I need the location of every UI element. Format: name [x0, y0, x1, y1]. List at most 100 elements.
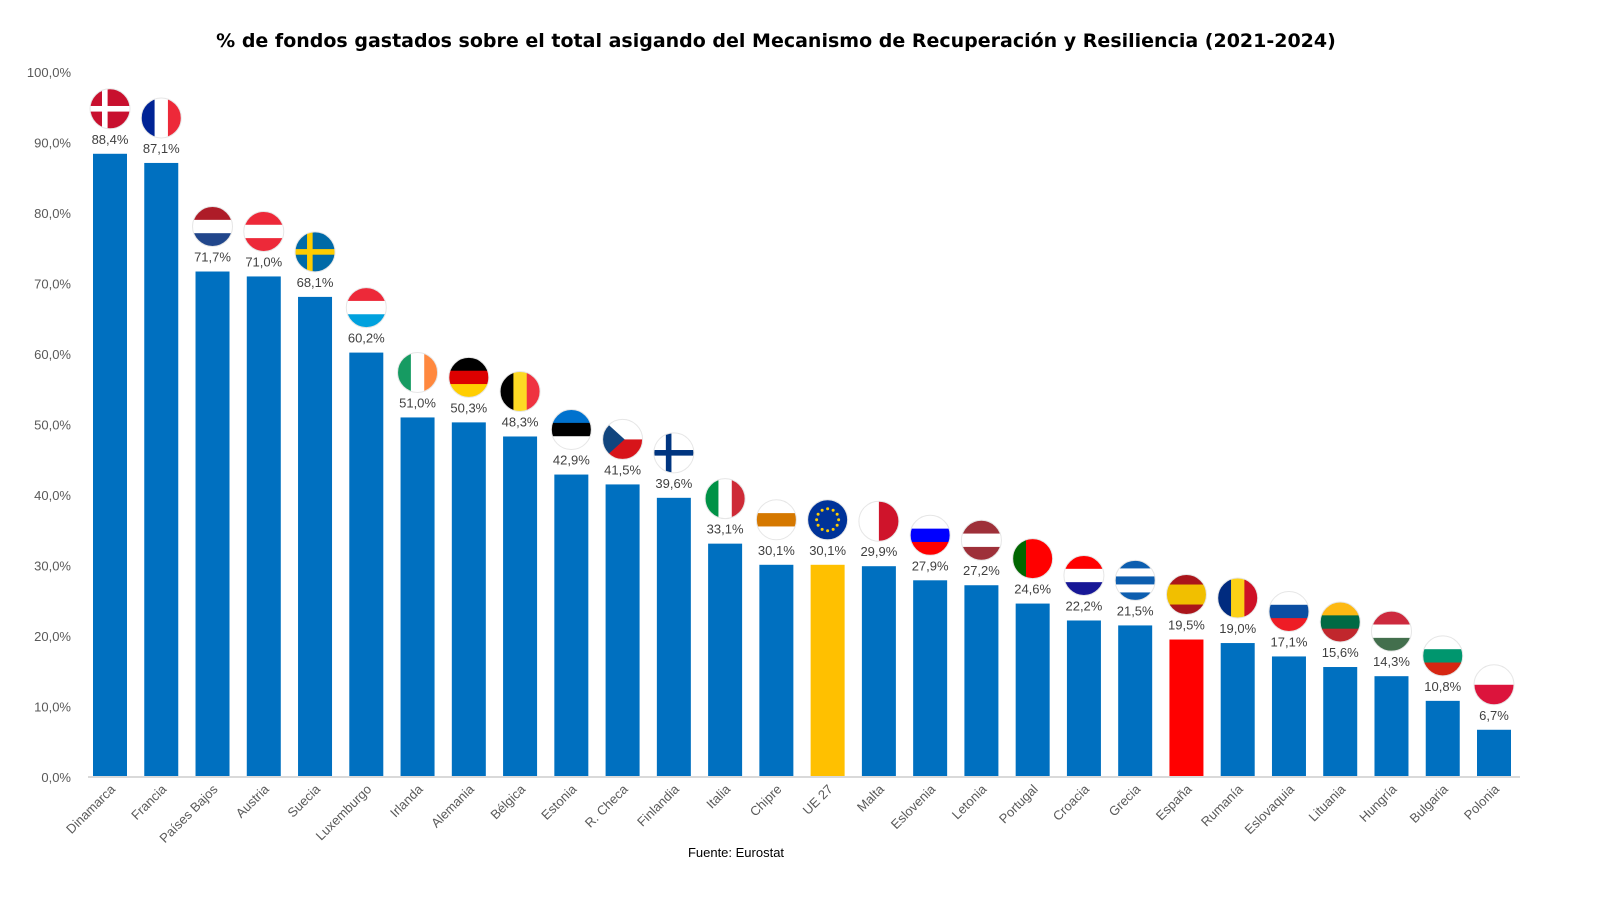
category-label: Estonia: [538, 781, 580, 823]
flag-icon: [1320, 602, 1361, 643]
data-label: 41,5%: [604, 462, 641, 477]
y-tick-label: 40,0%: [34, 488, 71, 503]
flag-icon: [602, 419, 643, 460]
category-label: España: [1153, 781, 1195, 823]
bar-r-checa: [605, 484, 640, 777]
flag-icon: [705, 478, 746, 519]
category-label: Letonia: [949, 781, 990, 822]
y-tick-label: 20,0%: [34, 629, 71, 644]
category-label: Bélgica: [487, 781, 528, 822]
data-label: 17,1%: [1271, 634, 1308, 649]
data-label: 87,1%: [143, 141, 180, 156]
bar-pa-ses-bajos: [195, 271, 230, 777]
flag-icon: [1063, 555, 1104, 596]
flag-icon: [756, 499, 797, 540]
category-label: Luxemburgo: [313, 782, 375, 844]
y-tick-label: 10,0%: [34, 700, 71, 715]
category-label: Finlandia: [634, 781, 682, 829]
y-tick-label: 70,0%: [34, 277, 71, 292]
flag-icon: [295, 231, 336, 272]
category-label: Rumanía: [1198, 781, 1246, 829]
category-label: Portugal: [996, 781, 1041, 826]
bar-suecia: [298, 296, 333, 777]
bar-eslovaquia: [1271, 656, 1306, 777]
flag-icon: [807, 499, 848, 540]
bar-chipre: [759, 564, 794, 777]
data-label: 10,8%: [1424, 679, 1461, 694]
bar-letonia: [964, 585, 999, 777]
category-label: Chipre: [747, 782, 785, 820]
flag-icon: [961, 520, 1002, 561]
bar-italia: [708, 543, 743, 777]
bar-portugal: [1015, 603, 1050, 777]
flag-icon: [346, 287, 387, 328]
flag-icon: [141, 97, 182, 138]
category-label: Lituania: [1306, 781, 1349, 824]
data-label: 19,5%: [1168, 618, 1205, 633]
category-label: Grecia: [1106, 781, 1144, 819]
bar-austria: [246, 276, 281, 777]
category-label: Italia: [703, 781, 734, 812]
flag-icon: [1166, 574, 1207, 615]
flags: [89, 88, 1515, 706]
bar-irlanda: [400, 417, 435, 777]
category-label: Malta: [854, 781, 888, 815]
category-label: Francia: [128, 781, 170, 823]
bar-lituania: [1323, 667, 1358, 777]
data-label: 33,1%: [707, 522, 744, 537]
data-label: 39,6%: [655, 476, 692, 491]
bar-malta: [861, 566, 896, 777]
bars: [93, 153, 1511, 777]
data-label: 30,1%: [809, 543, 846, 558]
category-label: Croacia: [1050, 781, 1093, 824]
category-label: Suecia: [284, 781, 323, 820]
bar-polonia: [1477, 729, 1511, 777]
flag-icon: [500, 371, 541, 412]
data-label: 24,6%: [1014, 582, 1051, 597]
category-label: Eslovenia: [888, 781, 939, 832]
flag-icon: [192, 206, 233, 247]
category-label: Austria: [233, 781, 273, 821]
data-label: 21,5%: [1117, 603, 1154, 618]
data-label: 42,9%: [553, 453, 590, 468]
data-label: 19,0%: [1219, 621, 1256, 636]
bar-finlandia: [656, 497, 691, 777]
y-tick-label: 30,0%: [34, 559, 71, 574]
data-label: 27,9%: [912, 558, 949, 573]
data-label: 27,2%: [963, 563, 1000, 578]
data-label: 51,0%: [399, 395, 436, 410]
y-tick-label: 50,0%: [34, 418, 71, 433]
flag-icon: [1115, 560, 1156, 601]
bar-croacia: [1066, 620, 1101, 777]
flag-icon: [858, 501, 899, 542]
data-label: 30,1%: [758, 543, 795, 558]
flag-icon: [551, 409, 592, 450]
bar-francia: [144, 162, 179, 777]
flag-icon: [397, 352, 438, 393]
flag-icon: [90, 88, 130, 129]
bar-grecia: [1118, 625, 1153, 777]
bar-estonia: [554, 474, 589, 777]
flag-icon: [1371, 611, 1412, 652]
category-label: UE 27: [800, 782, 836, 818]
data-label: 71,0%: [245, 254, 282, 269]
category-label: Alemania: [428, 781, 477, 830]
category-label: R. Checa: [582, 781, 631, 830]
data-label: 6,7%: [1479, 708, 1509, 723]
category-label: Eslovaquia: [1241, 781, 1297, 837]
category-label: Dinamarca: [63, 781, 119, 837]
flag-icon: [1422, 635, 1463, 676]
flag-icon: [1217, 578, 1258, 619]
flag-icon: [1474, 664, 1514, 705]
y-tick-label: 60,0%: [34, 347, 71, 362]
bar-bulgaria: [1425, 700, 1460, 777]
bar-espa-a: [1169, 639, 1204, 777]
flag-icon: [448, 357, 489, 398]
bar-ruman-a: [1220, 643, 1255, 777]
flag-icon: [243, 211, 284, 252]
bar-dinamarca: [93, 153, 127, 777]
bar-b-lgica: [503, 436, 538, 777]
flag-icon: [653, 432, 694, 473]
flag-icon: [910, 515, 951, 556]
